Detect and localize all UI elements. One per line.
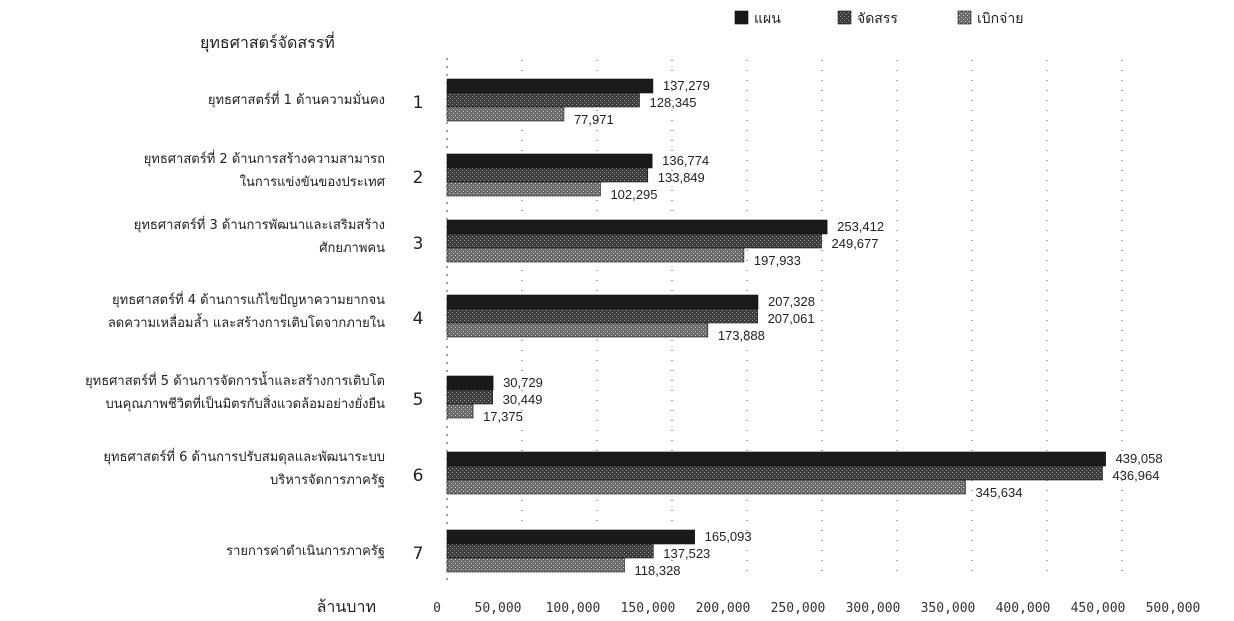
bar-value-label: 128,345 (650, 95, 697, 110)
bar-value-label: 118,328 (634, 563, 680, 578)
bar (446, 465, 1103, 481)
x-axis-title: ล้านบาท (317, 597, 376, 616)
bar-value-label: 136,774 (662, 153, 709, 168)
bar-value-label: 133,849 (658, 170, 705, 185)
bar-value-label: 77,971 (574, 112, 614, 127)
x-tick-label: 250,000 (771, 601, 826, 616)
x-tick-label: 200,000 (696, 601, 751, 616)
bar (446, 167, 649, 183)
bar-value-label: 165,093 (705, 529, 752, 544)
bar (446, 181, 601, 197)
bar-value-label: 102,295 (610, 187, 657, 202)
bar (446, 389, 493, 405)
legend: แผน จัดสรร เบิกจ่าย (734, 10, 1023, 27)
bar-value-label: 439,058 (1116, 451, 1163, 466)
bar (446, 106, 565, 122)
legend-label: เบิกจ่าย (977, 11, 1023, 27)
x-tick-label: 150,000 (621, 601, 676, 616)
category-label: บนคุณภาพชีวิตที่เป็นมิตรกับสิ่งแวดล้อมอย… (106, 394, 386, 412)
bar (446, 294, 759, 310)
bar (446, 529, 695, 545)
value-labels: 137,279 136,774 253,412 207,328 30,729 439,05… (483, 78, 1163, 578)
category-label: ยุทธศาสตร์ที่ 5 ด้านการจัดการน้ำและสร้าง… (85, 371, 385, 389)
bar-value-label: 436,964 (1112, 468, 1159, 483)
category-label: ยุทธศาสตร์ที่ 6 ด้านการปรับสมดุลและพัฒนา… (103, 448, 385, 465)
category-labels: ยุทธศาสตร์ที่ 1 ด้านความมั่นคง 1 ยุทธศาสตร… (85, 91, 423, 564)
chart-title: ยุทธศาสตร์จัดสรรที่ (200, 31, 335, 53)
category-number: 2 (413, 168, 424, 188)
category-label: ยุทธศาสตร์ที่ 4 ด้านการแก้ไขปัญหาความยาก… (112, 291, 385, 308)
x-tick-label: 50,000 (475, 601, 522, 616)
legend-label: แผน (754, 11, 781, 27)
x-tick-label: 0 (433, 601, 441, 616)
category-label: บริหารจัดการภาครัฐ (270, 473, 385, 488)
bar-value-label: 249,677 (832, 236, 879, 251)
category-number: 4 (413, 309, 424, 329)
legend-swatch (957, 10, 972, 25)
category-label: ลดความเหลื่อมล้ำ และสร้างการเติบโตจากภาย… (108, 313, 385, 331)
category-label: ยุทธศาสตร์ที่ 2 ด้านการสร้างความสามารถ (144, 150, 385, 167)
bar-value-label: 30,729 (503, 375, 543, 390)
bar (446, 375, 494, 391)
x-tick-label: 450,000 (1071, 601, 1126, 616)
category-number: 7 (413, 544, 424, 564)
legend-label: จัดสรร (857, 11, 898, 27)
x-tick-label: 350,000 (921, 601, 976, 616)
legend-swatch (837, 10, 852, 25)
bar-value-label: 30,449 (503, 392, 543, 407)
x-tick-label: 100,000 (546, 601, 601, 616)
bar (446, 233, 822, 249)
bar (446, 403, 474, 419)
bars (446, 78, 1106, 573)
category-label: ยุทธศาสตร์ที่ 3 ด้านการพัฒนาและเสริมสร้า… (134, 216, 385, 233)
category-number: 5 (413, 390, 424, 410)
category-number: 6 (413, 466, 424, 486)
category-label: ยุทธศาสตร์ที่ 1 ด้านความมั่นคง (208, 91, 385, 108)
category-label: รายการค่าดำเนินการภาครัฐ (226, 544, 385, 559)
category-label: ศักยภาพคน (319, 241, 385, 256)
bar (446, 78, 654, 94)
bar-value-label: 207,061 (768, 311, 815, 326)
bar (446, 308, 758, 324)
bar (446, 451, 1106, 467)
x-tick-label: 300,000 (846, 601, 901, 616)
bar-value-label: 137,523 (663, 546, 710, 561)
category-number: 1 (413, 93, 424, 113)
bar (446, 247, 745, 263)
bar-value-label: 345,634 (975, 485, 1022, 500)
category-label: ในการแข่งขันของประเทศ (240, 174, 386, 190)
legend-swatch (734, 10, 749, 25)
bar (446, 153, 653, 169)
bar (446, 219, 828, 235)
x-axis-ticks: 0 50,000 100,000 150,000 200,000 250,000 300,0… (433, 601, 1200, 616)
bar-value-label: 207,328 (768, 294, 815, 309)
category-number: 3 (413, 234, 424, 254)
bar (446, 322, 709, 338)
bar (446, 479, 966, 495)
bar (446, 543, 654, 559)
bar (446, 92, 640, 108)
bar-value-label: 17,375 (483, 409, 523, 424)
bar-value-label: 137,279 (663, 78, 710, 93)
x-tick-label: 400,000 (996, 601, 1051, 616)
x-tick-label: 500,000 (1146, 601, 1201, 616)
bar-value-label: 173,888 (718, 328, 765, 343)
bar-value-label: 197,933 (754, 253, 801, 268)
bar-value-label: 253,412 (837, 219, 884, 234)
bar (446, 557, 625, 573)
